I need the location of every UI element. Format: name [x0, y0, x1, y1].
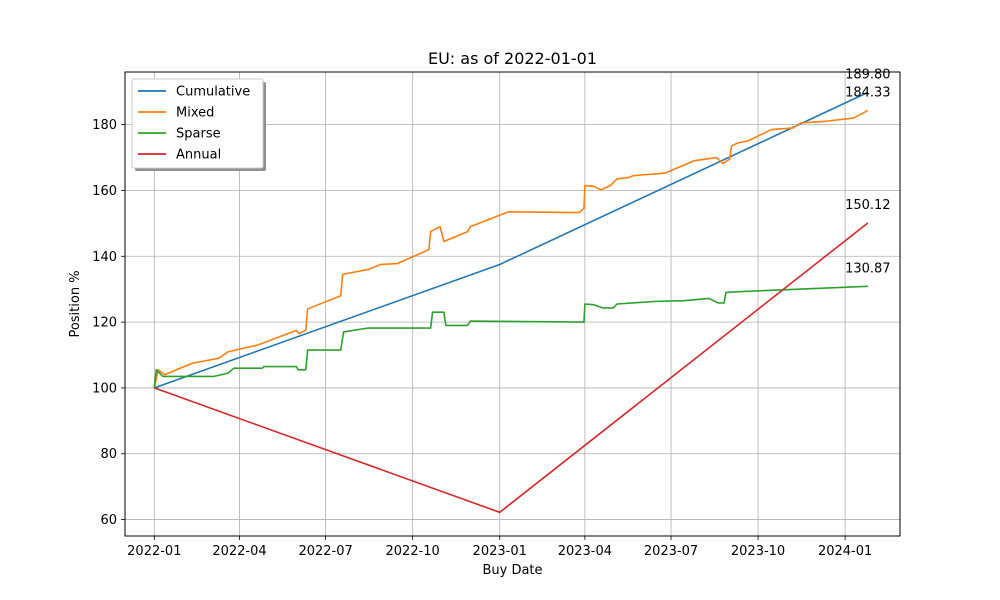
x-tick-label: 2022-01 [127, 544, 181, 559]
end-labels: 189.80 184.33 130.87 150.12 [845, 67, 891, 276]
legend-box [131, 78, 264, 169]
x-tick-label: 2023-07 [644, 544, 698, 559]
series-layer [153, 91, 869, 514]
series-line-annual [154, 222, 869, 514]
y-tick-label: 60 [100, 513, 117, 528]
y-tick-label: 180 [92, 118, 117, 133]
series-line-cumulative [154, 91, 869, 389]
end-value-label-mixed: 184.33 [845, 85, 891, 100]
x-axis-title: Buy Date [482, 563, 542, 578]
x-tick-label: 2023-04 [558, 544, 612, 559]
end-value-label-annual: 150.12 [845, 198, 891, 213]
y-tick-label: 100 [92, 381, 117, 396]
chart-title: EU: as of 2022-01-01 [428, 49, 597, 68]
y-tick-label: 120 [92, 316, 117, 331]
legend-label-mixed: Mixed [176, 106, 214, 121]
end-value-label-cumulative: 189.80 [845, 67, 891, 82]
y-tick-label: 160 [92, 184, 117, 199]
end-value-label-sparse: 130.87 [845, 261, 891, 276]
legend-label-sparse: Sparse [176, 127, 221, 142]
series-line-mixed [153, 109, 869, 389]
x-tick-label: 2022-10 [386, 544, 440, 559]
x-tick-label: 2022-07 [298, 544, 352, 559]
y-axis: 60 80 100 120 140 160 180 [92, 118, 125, 528]
legend-label-annual: Annual [176, 148, 221, 163]
x-tick-label: 2024-01 [818, 544, 872, 559]
legend: Cumulative Mixed Sparse Annual [131, 78, 266, 171]
x-tick-label: 2022-04 [212, 544, 266, 559]
plot-frame [124, 71, 901, 537]
y-axis-title: Position % [68, 270, 83, 337]
x-tick-label: 2023-01 [473, 544, 527, 559]
series-line-sparse [153, 285, 868, 388]
x-tick-label: 2023-10 [731, 544, 785, 559]
legend-label-cumulative: Cumulative [176, 85, 250, 100]
y-tick-label: 140 [92, 250, 117, 265]
x-axis: 2022-01 2022-04 2022-07 2022-10 2023-01 2023-… [127, 536, 872, 559]
y-tick-label: 80 [100, 447, 117, 462]
